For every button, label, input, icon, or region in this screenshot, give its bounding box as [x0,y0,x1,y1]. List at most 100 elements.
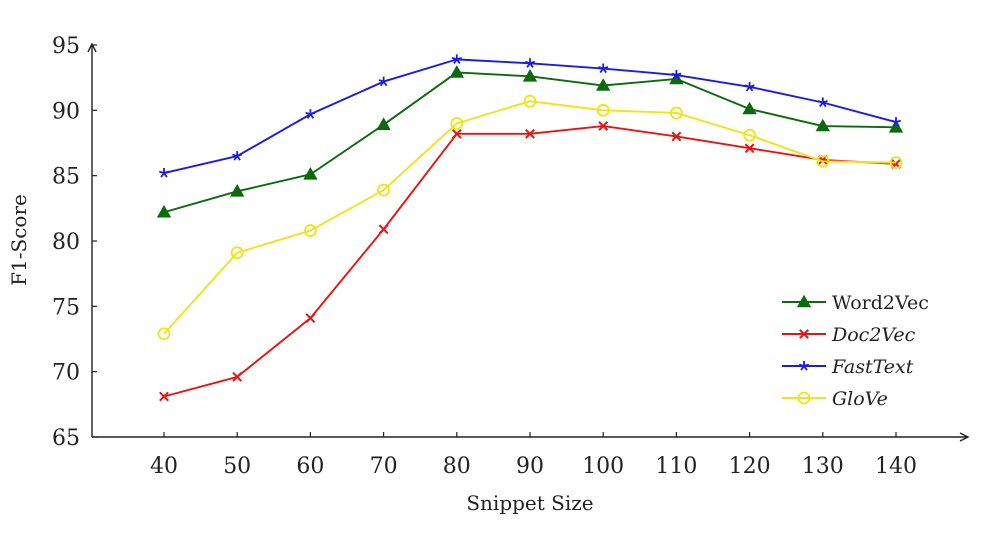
legend-label: FastText [831,356,914,378]
data-point [230,246,244,260]
data-point [817,97,828,108]
data-point [596,78,611,91]
data-point [743,128,756,142]
data-point [523,94,537,108]
star-marker [598,63,609,74]
data-point [449,65,464,78]
x-axis-label: Snippet Size [466,491,593,515]
data-point [596,103,610,117]
cross-marker [525,128,535,139]
data-point [232,371,243,382]
data-point [450,117,464,130]
cross-marker [598,121,609,131]
star-marker [305,109,316,119]
star-marker [890,117,902,127]
x-tick-label: 70 [370,454,398,479]
data-point [158,168,170,178]
series-line [163,71,897,214]
series-line [163,125,897,398]
legend-item: FastText [782,356,914,378]
circle-marker [157,327,171,341]
series-fasttext [158,54,902,178]
legend-item: GloVe [782,388,888,410]
star-marker [524,58,536,68]
data-point [671,70,682,80]
x-tick-label: 80 [443,454,471,479]
triangle-marker [376,117,391,130]
data-point [522,69,538,82]
star-marker [817,97,828,108]
y-tick-label: 85 [52,165,80,190]
x-tick-label: 140 [875,454,917,479]
y-tick-label: 75 [52,295,80,320]
star-marker [671,70,682,80]
y-axis-arrow [87,42,97,53]
y-tick-label: 80 [52,230,80,255]
x-tick-label: 110 [655,454,697,479]
data-point [598,63,609,74]
circle-marker [523,94,537,108]
series-glove [157,94,903,341]
circle-marker [450,117,464,130]
y-tick-label: 95 [52,34,80,59]
data-point [890,117,902,127]
cross-marker [799,329,809,339]
circle-marker [797,391,811,405]
data-point [232,151,243,161]
cross-marker [232,371,243,382]
star-marker [158,168,170,178]
data-point [303,224,317,237]
y-axis-label: F1-Score [7,194,31,286]
star-marker [378,76,389,87]
triangle-marker [742,101,757,115]
x-tick-label: 90 [516,454,544,479]
data-point [377,183,391,197]
data-point [888,120,904,133]
data-point [451,128,462,139]
data-point [744,81,755,92]
y-tick-label: 65 [52,426,80,451]
data-point [305,313,316,324]
x-tick-label: 40 [150,454,178,479]
star-marker [232,151,243,161]
series-doc2vec [159,121,901,402]
triangle-marker [303,167,318,180]
data-point [159,391,169,402]
x-tick-label: 50 [223,454,251,479]
data-point [598,121,609,131]
series-group [156,54,904,402]
data-point [671,131,682,142]
y-axis-ticks: 65 70 75 80 85 90 95 [52,34,97,451]
cross-marker [451,128,462,139]
star-marker [451,54,462,64]
cross-marker [305,313,316,324]
data-point [524,58,536,68]
data-point [744,143,755,154]
circle-marker [743,128,756,142]
x-axis-ticks: 40 50 60 70 80 90 100 110 120 130 140 [150,432,917,479]
legend-label: Word2Vec [832,292,929,314]
circle-marker [303,224,317,237]
cross-marker [671,131,682,142]
cross-marker [378,224,389,235]
data-point [889,156,903,170]
data-point [156,204,172,218]
circle-marker [230,246,244,260]
y-tick-label: 70 [52,361,80,386]
triangle-marker [156,204,172,218]
circle-marker [816,154,830,168]
data-point [303,167,318,180]
x-tick-label: 60 [296,454,324,479]
legend-item: Word2Vec [782,292,929,314]
star-marker [744,81,755,92]
x-tick-label: 130 [802,454,844,479]
data-point [525,128,535,139]
data-point [378,76,389,87]
data-point [376,117,391,130]
data-point [305,109,316,119]
legend-label: GloVe [832,388,888,410]
x-tick-label: 100 [582,454,624,479]
circle-marker [596,103,610,117]
triangle-marker [888,120,904,133]
